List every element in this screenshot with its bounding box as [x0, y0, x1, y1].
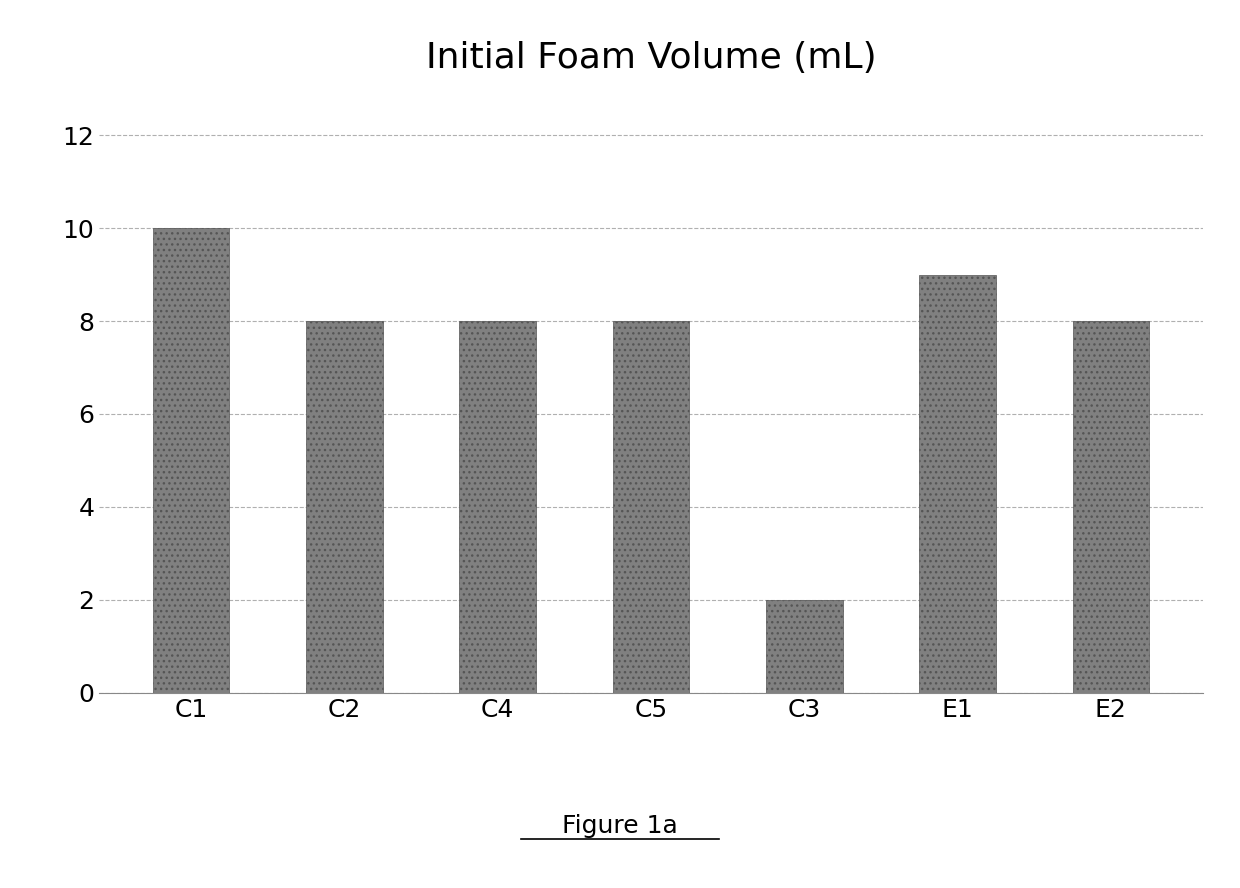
- Bar: [766, 599, 843, 693]
- Text: Figure 1a: Figure 1a: [562, 813, 678, 838]
- Bar: [306, 321, 383, 693]
- Bar: [1073, 321, 1149, 693]
- Title: Initial Foam Volume (mL): Initial Foam Volume (mL): [425, 41, 877, 75]
- Bar: [459, 321, 536, 693]
- Bar: [153, 228, 229, 693]
- Bar: [613, 321, 689, 693]
- Bar: [919, 274, 996, 693]
